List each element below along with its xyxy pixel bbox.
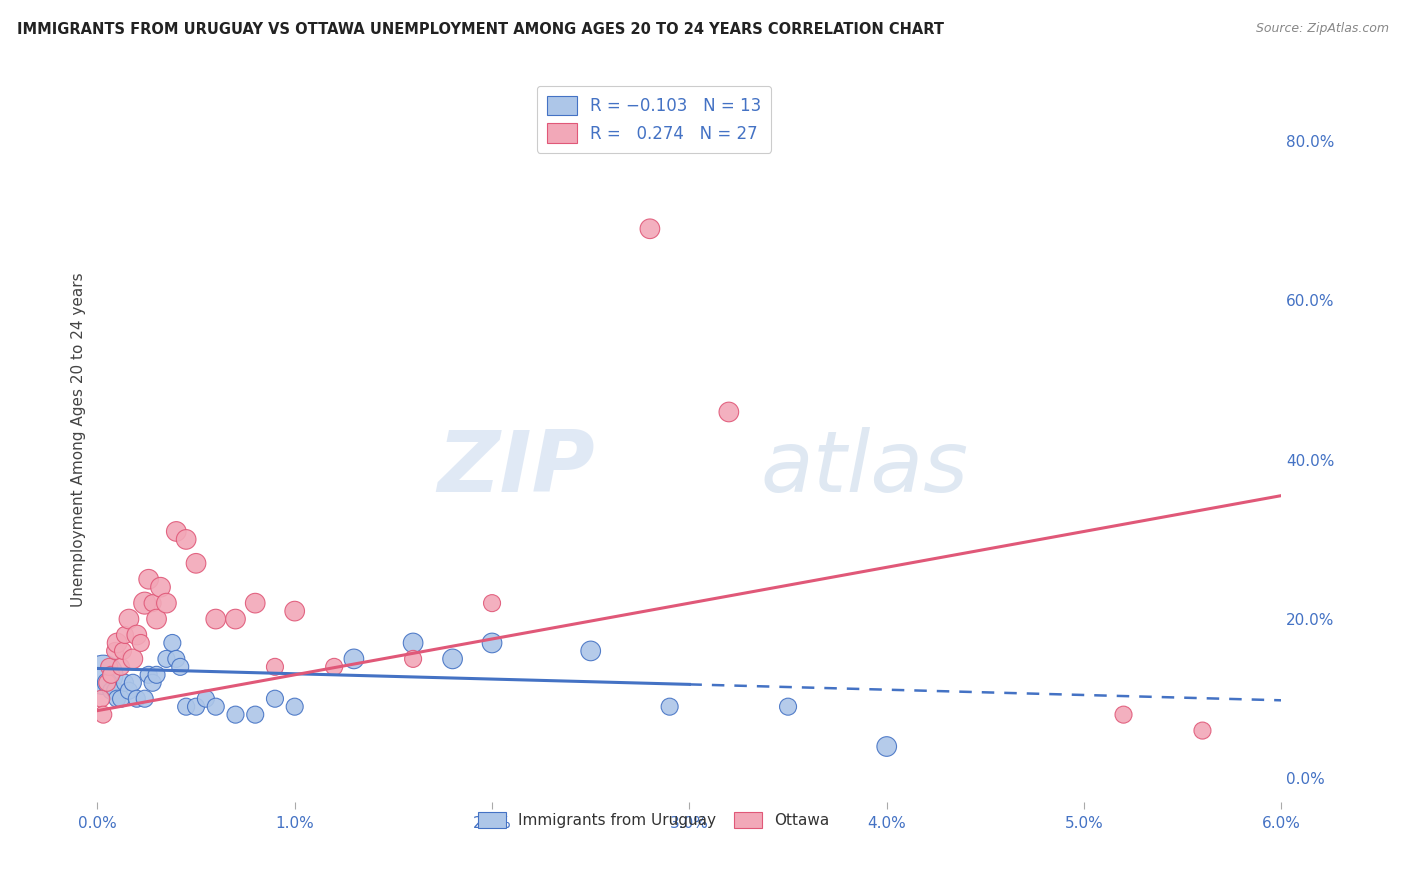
Point — [1112, 707, 1135, 722]
Point — [194, 691, 217, 706]
Point — [402, 636, 425, 650]
Point — [717, 405, 740, 419]
Point — [481, 636, 503, 650]
Point — [100, 683, 122, 698]
Point — [91, 668, 114, 682]
Point — [264, 660, 287, 674]
Point — [138, 572, 160, 586]
Point — [245, 596, 267, 610]
Point — [155, 652, 177, 666]
Point — [402, 652, 425, 666]
Point — [876, 739, 898, 754]
Point — [162, 636, 184, 650]
Point — [98, 660, 121, 674]
Point — [323, 660, 346, 674]
Point — [125, 628, 148, 642]
Point — [284, 699, 307, 714]
Point — [125, 691, 148, 706]
Point — [658, 699, 681, 714]
Point — [481, 596, 503, 610]
Point — [138, 668, 160, 682]
Point — [90, 691, 112, 706]
Point — [105, 691, 128, 706]
Point — [343, 652, 366, 666]
Point — [284, 604, 307, 618]
Point — [145, 612, 167, 626]
Point — [1191, 723, 1213, 738]
Point — [145, 668, 167, 682]
Legend: Immigrants from Uruguay, Ottawa: Immigrants from Uruguay, Ottawa — [472, 806, 835, 835]
Point — [110, 691, 132, 706]
Point — [441, 652, 464, 666]
Point — [174, 699, 197, 714]
Point — [224, 612, 246, 626]
Point — [155, 596, 177, 610]
Text: IMMIGRANTS FROM URUGUAY VS OTTAWA UNEMPLOYMENT AMONG AGES 20 TO 24 YEARS CORRELA: IMMIGRANTS FROM URUGUAY VS OTTAWA UNEMPL… — [17, 22, 943, 37]
Point — [224, 707, 246, 722]
Point — [165, 524, 187, 539]
Point — [264, 691, 287, 706]
Point — [104, 644, 127, 658]
Point — [142, 675, 165, 690]
Point — [122, 652, 145, 666]
Point — [118, 612, 141, 626]
Point — [184, 557, 207, 571]
Point — [114, 675, 136, 690]
Point — [149, 580, 172, 594]
Point — [122, 675, 145, 690]
Point — [184, 699, 207, 714]
Point — [169, 660, 191, 674]
Point — [96, 675, 118, 690]
Point — [96, 675, 118, 690]
Point — [129, 636, 152, 650]
Point — [174, 533, 197, 547]
Point — [91, 707, 114, 722]
Point — [204, 699, 226, 714]
Point — [638, 221, 661, 235]
Y-axis label: Unemployment Among Ages 20 to 24 years: Unemployment Among Ages 20 to 24 years — [72, 273, 86, 607]
Point — [142, 596, 165, 610]
Point — [134, 691, 156, 706]
Text: ZIP: ZIP — [437, 427, 595, 510]
Point — [111, 644, 134, 658]
Point — [114, 628, 136, 642]
Point — [204, 612, 226, 626]
Point — [245, 707, 267, 722]
Point — [100, 668, 122, 682]
Text: atlas: atlas — [761, 427, 969, 510]
Point — [105, 636, 128, 650]
Point — [104, 683, 127, 698]
Point — [110, 660, 132, 674]
Point — [134, 596, 156, 610]
Point — [776, 699, 799, 714]
Point — [165, 652, 187, 666]
Point — [579, 644, 602, 658]
Point — [118, 683, 141, 698]
Text: Source: ZipAtlas.com: Source: ZipAtlas.com — [1256, 22, 1389, 36]
